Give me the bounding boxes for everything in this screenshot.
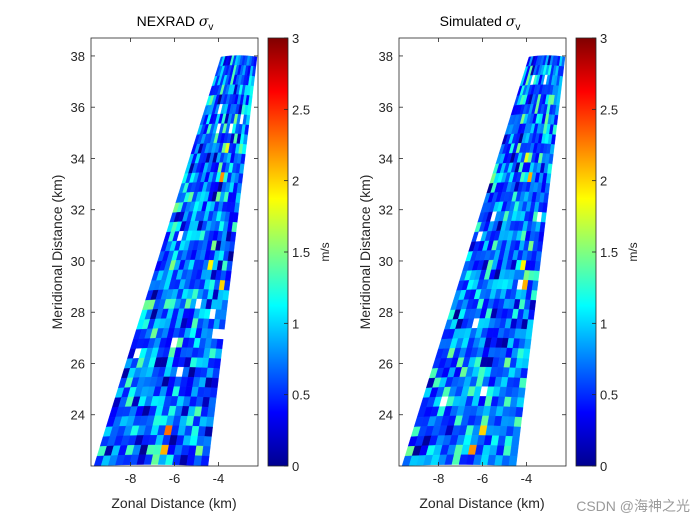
heatmap-cell <box>526 319 534 330</box>
heatmap-cell <box>512 426 521 437</box>
heatmap-cell <box>525 329 533 340</box>
heatmap-cell <box>521 358 530 369</box>
colorbar-ticks: 0 0.5 1 1.5 2 2.5 3 <box>284 31 310 474</box>
chart-title: NEXRAD σv <box>137 13 214 33</box>
y-tick-label: 32 <box>71 203 85 218</box>
x-axis-ticks: -8 -6 -4 <box>433 38 532 486</box>
heatmap-cell <box>216 338 224 350</box>
heatmap-cell <box>509 445 519 457</box>
heatmap-cell <box>204 426 213 437</box>
heatmap-cell <box>508 455 518 467</box>
y-tick-label: 38 <box>379 49 393 64</box>
heatmap-cell <box>209 387 218 399</box>
x-axis-label: Zonal Distance (km) <box>111 495 236 511</box>
heatmap-cell <box>218 319 226 330</box>
colorbar-tick-label: 0 <box>292 459 299 474</box>
heatmap-cell <box>222 290 230 301</box>
heatmap-cell <box>524 338 532 350</box>
y-tick-label: 34 <box>71 151 85 166</box>
y-tick-label: 28 <box>379 305 393 320</box>
watermark-text: CSDN @海神之光 <box>576 498 690 514</box>
heatmap-cell <box>207 407 216 418</box>
x-tick-label: -4 <box>213 471 225 486</box>
colorbar-tick-label: 0.5 <box>600 388 618 403</box>
heatmap-cells <box>93 55 258 467</box>
heatmap-cell <box>217 329 225 340</box>
heatmap-cell <box>221 299 229 311</box>
y-axis-ticks: 24 26 28 30 32 34 36 38 <box>379 49 566 423</box>
y-tick-label: 30 <box>379 254 393 269</box>
heatmap-cell <box>226 260 233 272</box>
colorbar-tick-label: 2 <box>600 174 607 189</box>
y-tick-label: 26 <box>71 356 85 371</box>
colorbar-tick-label: 1 <box>292 316 299 331</box>
y-tick-label: 36 <box>379 100 393 115</box>
y-tick-label: 30 <box>71 254 85 269</box>
x-tick-label: -4 <box>521 471 533 486</box>
colorbar-tick-label: 0 <box>600 459 607 474</box>
heatmap-cell <box>513 416 523 428</box>
x-tick-label: -8 <box>433 471 445 486</box>
heatmap-cell <box>534 260 541 272</box>
colorbar-tick-label: 2.5 <box>600 102 618 117</box>
colorbar-tick-label: 3 <box>600 31 607 46</box>
heatmap-cell <box>516 397 525 408</box>
heatmap-cell <box>213 358 222 369</box>
heatmap-cell <box>515 407 524 418</box>
y-axis-ticks: 24 26 28 30 32 34 36 38 <box>71 49 258 423</box>
colorbar-tick-label: 2 <box>292 174 299 189</box>
y-tick-label: 24 <box>379 408 393 423</box>
y-tick-label: 32 <box>379 203 393 218</box>
heatmap-cell <box>530 290 538 301</box>
heatmap-cell <box>219 309 227 321</box>
colorbar-ticks: 0 0.5 1 1.5 2 2.5 3 <box>592 31 618 474</box>
y-tick-label: 24 <box>71 408 85 423</box>
colorbar-tick-label: 1 <box>600 316 607 331</box>
heatmap-cell <box>201 445 211 457</box>
heatmap-cell <box>522 348 531 360</box>
y-axis-label: Meridional Distance (km) <box>357 175 373 330</box>
heatmap-cell <box>533 270 540 282</box>
x-tick-label: -8 <box>125 471 137 486</box>
colorbar-label: m/s <box>318 242 332 261</box>
heatmap-cell <box>203 436 212 447</box>
heatmap-cell <box>223 280 231 291</box>
heatmap-cell <box>529 299 537 311</box>
y-tick-label: 26 <box>379 356 393 371</box>
heatmap-cell <box>214 348 223 360</box>
heatmap-cell <box>212 368 220 379</box>
heatmap-cell <box>531 280 539 291</box>
colorbar-label: m/s <box>626 242 640 261</box>
y-tick-label: 38 <box>71 49 85 64</box>
heatmap-cell <box>210 377 219 389</box>
heatmap-cell <box>520 368 528 379</box>
x-axis-label: Zonal Distance (km) <box>419 495 544 511</box>
y-axis-label: Meridional Distance (km) <box>49 175 65 330</box>
heatmap-cell <box>225 270 232 282</box>
y-tick-label: 34 <box>379 151 393 166</box>
chart-title: Simulated σv <box>440 13 521 33</box>
heatmap-cells <box>401 55 566 467</box>
x-tick-label: -6 <box>477 471 489 486</box>
colorbar-tick-label: 3 <box>292 31 299 46</box>
y-tick-label: 36 <box>71 100 85 115</box>
x-axis-ticks: -8 -6 -4 <box>125 38 224 486</box>
x-tick-label: -6 <box>169 471 181 486</box>
heatmap-cell <box>517 387 526 399</box>
heatmap-cell <box>205 416 215 428</box>
colorbar-tick-label: 0.5 <box>292 388 310 403</box>
colorbar-tick-label: 2.5 <box>292 102 310 117</box>
heatmap-cell <box>200 455 210 467</box>
heatmap-cell <box>527 309 535 321</box>
heatmap-cell <box>208 397 217 408</box>
heatmap-cell <box>518 377 527 389</box>
colorbar-tick-label: 1.5 <box>292 245 310 260</box>
heatmap-cell <box>511 436 520 447</box>
y-tick-label: 28 <box>71 305 85 320</box>
colorbar-tick-label: 1.5 <box>600 245 618 260</box>
